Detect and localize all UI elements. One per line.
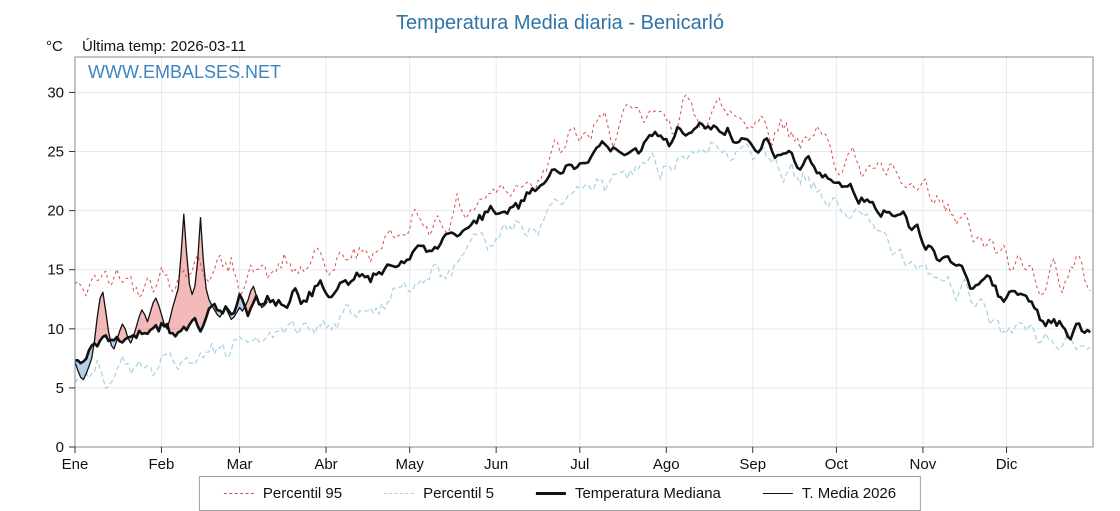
chart-legend: Percentil 95 Percentil 5 Temperatura Med…: [198, 476, 922, 511]
y-axis-unit-label: °C: [46, 38, 63, 55]
mediana-line-swatch-icon: [535, 492, 566, 495]
svg-text:10: 10: [47, 321, 64, 338]
svg-text:0: 0: [56, 439, 64, 456]
legend-item-percentil-5: Percentil 5: [384, 485, 494, 502]
percentil-5-line-swatch-icon: [384, 493, 415, 494]
svg-text:Ene: Ene: [62, 456, 89, 473]
svg-text:Abr: Abr: [314, 456, 337, 473]
legend-item-media-2026: T. Media 2026: [762, 485, 897, 502]
svg-text:Dic: Dic: [996, 456, 1018, 473]
media-2026-line-swatch-icon: [762, 493, 793, 494]
temperature-chart: 0 5 10 15 20 25 30 Ene Feb Mar Abr May Jun Jul Ago Sep O…: [47, 56, 1094, 473]
percentil-95-line-swatch-icon: [223, 493, 254, 494]
legend-label: Percentil 95: [262, 485, 343, 502]
svg-text:Ago: Ago: [653, 456, 680, 473]
legend-item-mediana: Temperatura Mediana: [535, 485, 721, 502]
page-title: Temperatura Media diaria - Benicarló: [396, 12, 724, 34]
svg-text:Nov: Nov: [910, 456, 937, 473]
svg-text:25: 25: [47, 144, 64, 161]
svg-text:Oct: Oct: [825, 456, 849, 473]
watermark: WWW.EMBALSES.NET: [88, 62, 282, 82]
svg-text:May: May: [396, 456, 425, 473]
svg-text:Sep: Sep: [739, 456, 766, 473]
legend-label: Temperatura Mediana: [574, 485, 721, 502]
svg-text:Mar: Mar: [227, 456, 253, 473]
svg-text:15: 15: [47, 262, 64, 279]
svg-text:Jun: Jun: [484, 456, 508, 473]
legend-label: T. Media 2026: [801, 485, 897, 502]
svg-text:Feb: Feb: [149, 456, 175, 473]
last-temp-label: Última temp: 2026-03-11: [82, 38, 246, 55]
legend-label: Percentil 5: [423, 485, 494, 502]
svg-text:5: 5: [56, 380, 64, 397]
svg-text:Jul: Jul: [570, 456, 589, 473]
legend-item-percentil-95: Percentil 95: [223, 485, 343, 502]
svg-text:20: 20: [47, 203, 64, 220]
svg-text:30: 30: [47, 84, 64, 101]
